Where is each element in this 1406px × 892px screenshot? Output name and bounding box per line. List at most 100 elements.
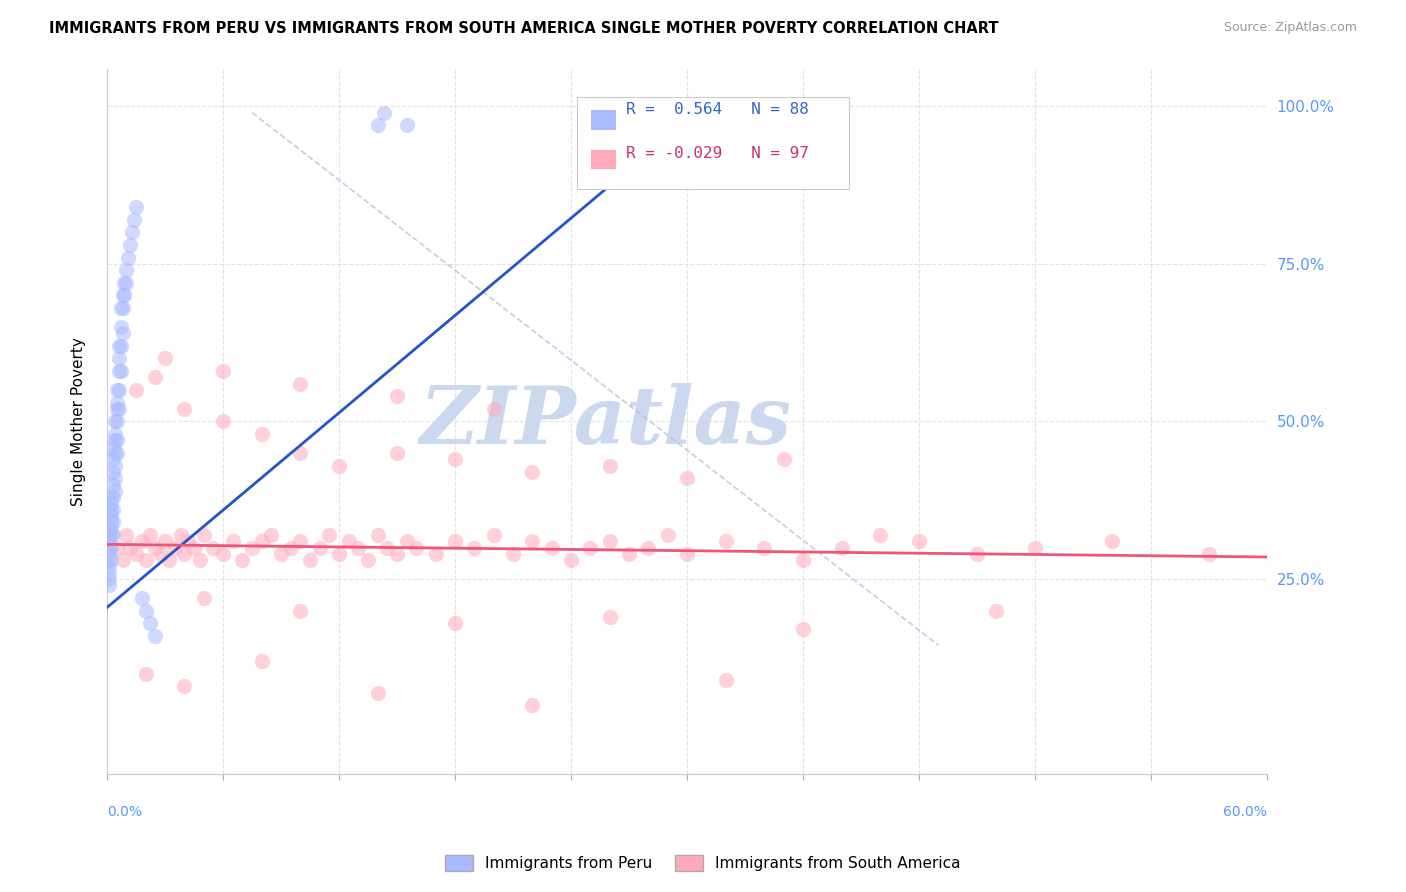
Point <box>373 105 395 120</box>
Point <box>231 553 253 567</box>
Point <box>145 629 167 643</box>
Point <box>131 534 153 549</box>
Point <box>183 541 205 555</box>
Point <box>290 376 312 391</box>
Point <box>107 339 129 353</box>
Point <box>676 471 699 485</box>
Point <box>540 541 562 555</box>
Point <box>110 320 132 334</box>
Point <box>869 528 891 542</box>
Point <box>100 490 122 504</box>
Point <box>105 434 128 448</box>
Point <box>100 496 122 510</box>
Point <box>135 666 157 681</box>
Point <box>966 547 988 561</box>
Point <box>110 364 132 378</box>
Point <box>482 401 505 416</box>
Point <box>107 401 129 416</box>
Point <box>328 547 350 561</box>
Point <box>135 553 157 567</box>
Bar <box>591 111 616 130</box>
Point <box>395 534 418 549</box>
Point <box>105 395 128 409</box>
Point <box>100 553 122 567</box>
Point <box>657 528 679 542</box>
Point <box>290 604 312 618</box>
Point <box>463 541 485 555</box>
Point <box>100 522 122 536</box>
Text: IMMIGRANTS FROM PERU VS IMMIGRANTS FROM SOUTH AMERICA SINGLE MOTHER POVERTY CORR: IMMIGRANTS FROM PERU VS IMMIGRANTS FROM … <box>49 21 998 36</box>
Point <box>222 534 245 549</box>
Point <box>120 238 142 252</box>
Point <box>637 541 659 555</box>
Point <box>98 572 121 586</box>
Point <box>100 541 122 555</box>
Point <box>163 541 186 555</box>
Point <box>104 483 127 498</box>
Text: 0.0%: 0.0% <box>107 805 142 819</box>
Point <box>405 541 427 555</box>
Point <box>104 471 127 485</box>
Point <box>117 251 139 265</box>
Point <box>105 446 128 460</box>
Y-axis label: Single Mother Poverty: Single Mother Poverty <box>72 337 86 506</box>
Text: 60.0%: 60.0% <box>1223 805 1267 819</box>
Point <box>1198 547 1220 561</box>
Point <box>367 118 389 132</box>
Point <box>599 534 621 549</box>
Point <box>101 516 124 530</box>
Point <box>385 389 408 403</box>
Point <box>104 427 127 442</box>
Point <box>98 541 121 555</box>
Point <box>385 446 408 460</box>
Point <box>831 541 853 555</box>
Point <box>290 534 312 549</box>
Point <box>120 541 142 555</box>
Point <box>377 541 399 555</box>
Point <box>98 559 121 574</box>
Point <box>202 541 225 555</box>
Point <box>111 553 134 567</box>
Point <box>110 301 132 315</box>
Point <box>599 458 621 473</box>
Point <box>792 623 814 637</box>
Text: Source: ZipAtlas.com: Source: ZipAtlas.com <box>1223 21 1357 34</box>
Point <box>754 541 776 555</box>
Point <box>299 553 322 567</box>
Point <box>98 553 121 567</box>
Point <box>270 547 292 561</box>
Point <box>482 528 505 542</box>
Point <box>153 534 176 549</box>
Point <box>280 541 302 555</box>
Point <box>617 547 640 561</box>
Point <box>444 616 467 631</box>
Point <box>98 528 121 542</box>
Point <box>318 528 340 542</box>
Point <box>157 553 180 567</box>
Point <box>385 547 408 561</box>
Point <box>153 351 176 366</box>
Point <box>98 522 121 536</box>
Point <box>101 502 124 516</box>
Point <box>131 591 153 605</box>
Point <box>150 547 173 561</box>
Point <box>173 401 195 416</box>
Text: R =  0.564   N = 88: R = 0.564 N = 88 <box>626 103 808 118</box>
Point <box>111 288 134 302</box>
Point <box>444 534 467 549</box>
Point <box>104 415 127 429</box>
Point <box>104 458 127 473</box>
Point <box>560 553 582 567</box>
Point <box>395 118 418 132</box>
Legend: Immigrants from Peru, Immigrants from South America: Immigrants from Peru, Immigrants from So… <box>439 849 967 877</box>
Point <box>98 534 121 549</box>
Point <box>986 604 1008 618</box>
Point <box>599 610 621 624</box>
Point <box>122 212 145 227</box>
Point <box>212 547 235 561</box>
Point <box>105 541 128 555</box>
Point <box>328 458 350 473</box>
Point <box>240 541 263 555</box>
Point <box>114 288 136 302</box>
Bar <box>591 150 616 169</box>
